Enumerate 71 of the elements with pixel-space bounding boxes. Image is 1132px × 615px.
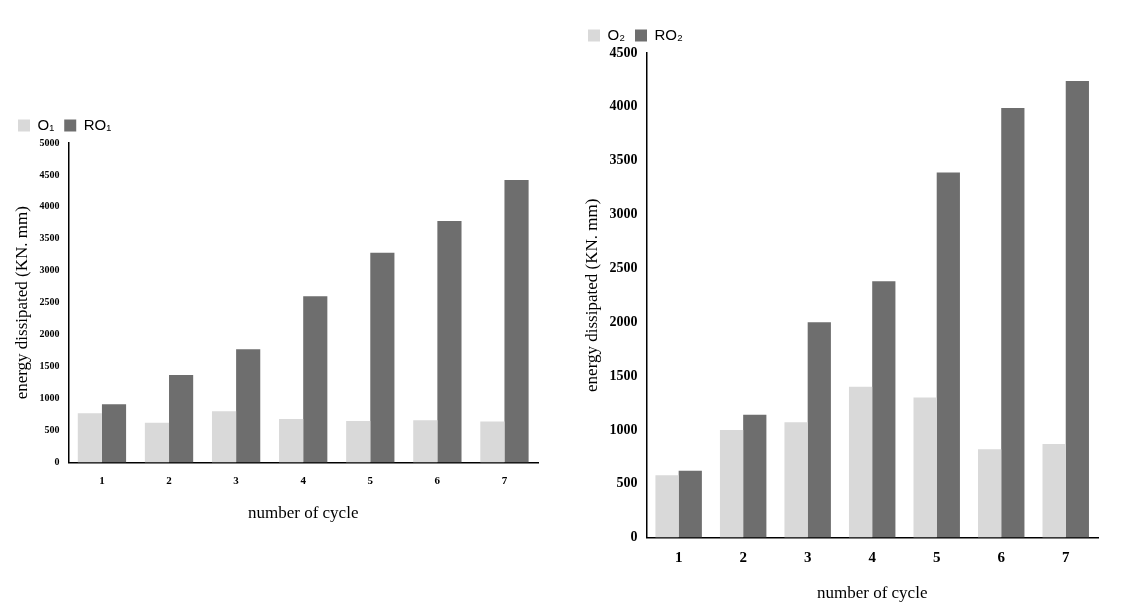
y-tick-label: 3000 (609, 206, 638, 222)
bar (1065, 81, 1089, 538)
bar (437, 220, 462, 463)
bar (169, 374, 194, 463)
bar (370, 252, 395, 463)
bar (978, 449, 1002, 538)
bar (848, 386, 873, 538)
bar (413, 420, 438, 463)
bar (504, 180, 529, 463)
bar (101, 404, 127, 463)
bar (784, 422, 808, 538)
bar (236, 349, 261, 463)
legend-label: O₂ (607, 25, 626, 43)
x-tick-label: 4 (300, 473, 307, 486)
y-tick-label: 4000 (39, 200, 60, 212)
y-tick-label: 0 (630, 529, 638, 545)
bar (872, 281, 896, 538)
x-tick-label: 5 (367, 473, 374, 486)
x-tick-label: 7 (501, 473, 508, 486)
y-tick-label: 2500 (39, 296, 60, 308)
bar (743, 414, 767, 538)
bar (719, 429, 744, 538)
legend-label: RO₁ (83, 115, 112, 133)
bar (807, 322, 831, 538)
bar (144, 422, 170, 463)
y-tick-label: 1500 (39, 360, 60, 372)
bar (303, 296, 328, 463)
x-tick-label: 2 (166, 473, 173, 486)
x-tick-label: 7 (1061, 549, 1070, 566)
x-tick-label: 5 (932, 549, 941, 566)
y-tick-label: 2500 (609, 259, 638, 275)
y-tick-label: 5000 (39, 136, 60, 148)
y-tick-label: 1500 (609, 367, 638, 383)
legend-label: O₁ (37, 115, 55, 133)
x-axis-title: number of cycle (247, 503, 359, 523)
y-tick-label: 2000 (39, 328, 60, 340)
y-tick-label: 3500 (39, 232, 60, 244)
bar (211, 411, 237, 463)
y-tick-label: 4500 (39, 168, 60, 180)
bar (1042, 443, 1066, 538)
bar (279, 418, 304, 463)
bar (346, 420, 371, 463)
x-tick-label: 3 (233, 473, 240, 486)
bar (1001, 107, 1025, 538)
y-tick-label: 1000 (39, 392, 60, 404)
y-tick-label: 2000 (609, 313, 638, 329)
bar (655, 475, 679, 538)
bar (936, 172, 960, 538)
x-tick-label: 1 (674, 549, 683, 566)
x-tick-label: 1 (99, 473, 105, 486)
bar (77, 413, 102, 463)
bar (480, 421, 505, 463)
y-tick-label: 500 (44, 424, 60, 436)
x-tick-label: 2 (739, 549, 747, 566)
y-axis-title: energy dissipated (KN. mm) (581, 198, 601, 392)
x-tick-label: 4 (868, 549, 877, 566)
y-tick-label: 0 (54, 455, 60, 467)
x-tick-label: 6 (997, 549, 1006, 566)
y-axis-title: energy dissipated (KN. mm) (11, 206, 31, 400)
x-tick-label: 3 (803, 549, 812, 566)
y-tick-label: 3500 (609, 152, 638, 168)
x-axis-title: number of cycle (816, 583, 928, 603)
x-tick-label: 6 (434, 473, 441, 486)
y-tick-label: 1000 (609, 421, 638, 437)
y-tick-label: 4500 (609, 44, 638, 60)
legend-label: RO₂ (654, 25, 683, 43)
y-tick-label: 4000 (609, 98, 638, 114)
bar (913, 397, 937, 538)
bar (678, 470, 702, 538)
y-tick-label: 3000 (39, 264, 60, 276)
y-tick-label: 500 (616, 475, 638, 491)
